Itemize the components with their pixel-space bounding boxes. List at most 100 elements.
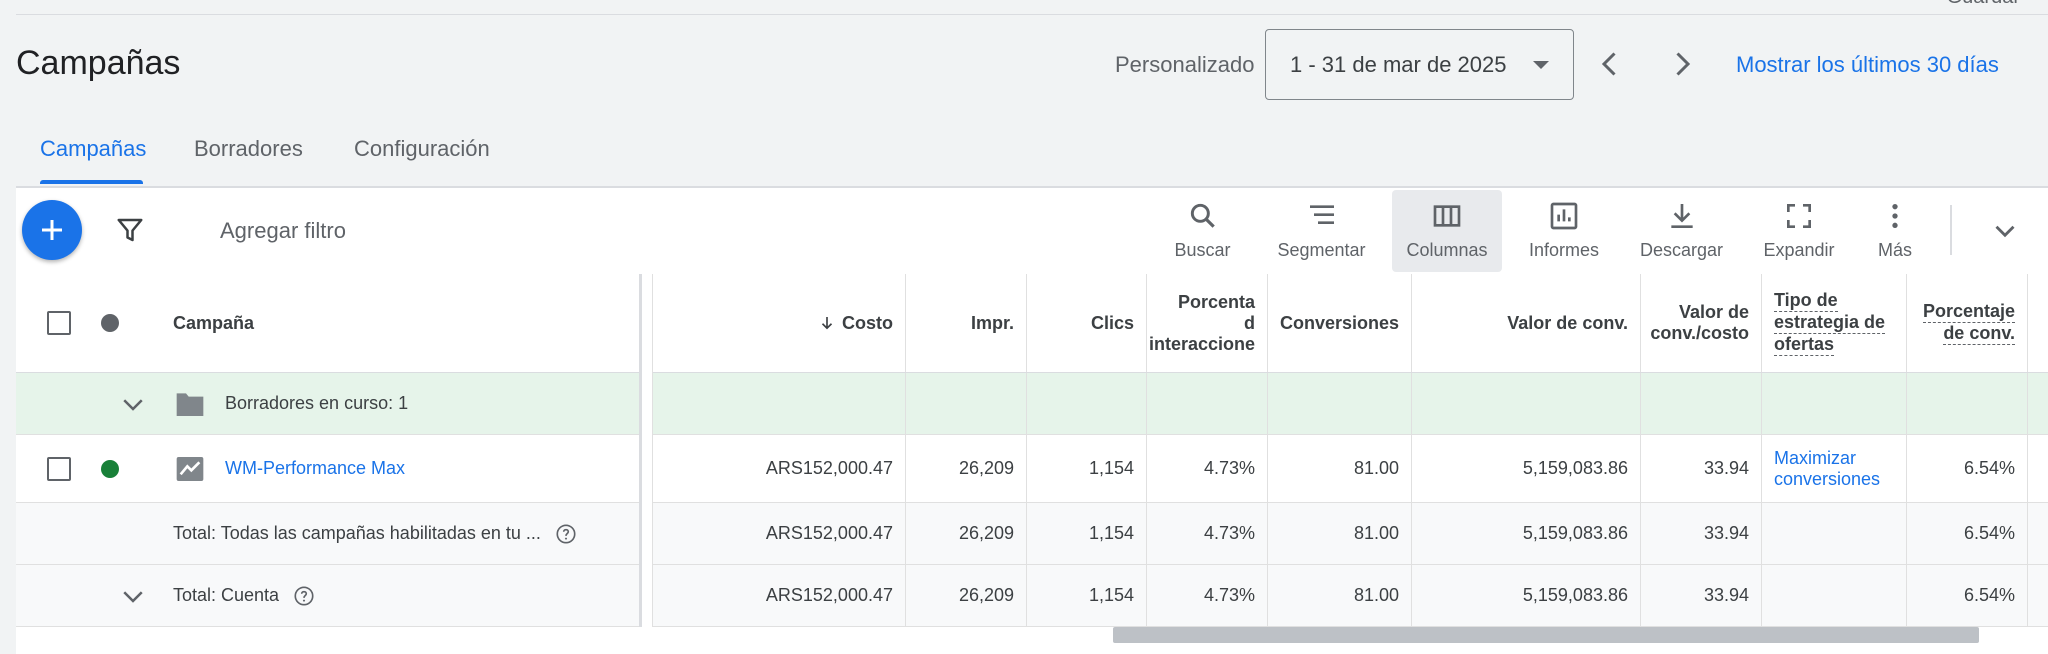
header-clicks[interactable]: Clics xyxy=(1027,274,1147,372)
filter-icon[interactable] xyxy=(115,215,145,245)
account-conv-rate-cell: 6.54% xyxy=(1907,565,2028,626)
arrow-down-icon xyxy=(821,317,833,330)
conv-value-cost-cell: 33.94 xyxy=(1641,435,1762,502)
help-icon[interactable] xyxy=(555,523,577,545)
top-divider xyxy=(16,14,2048,15)
next-period-icon[interactable] xyxy=(1664,46,1700,82)
conversions-cell: 81.00 xyxy=(1268,435,1412,502)
chevron-down-icon[interactable] xyxy=(118,581,148,611)
interaction-rate-cell: 4.73% xyxy=(1147,435,1268,502)
clicks-cell: 1,154 xyxy=(1027,435,1147,502)
total-enabled-label: Total: Todas las campañas habilitadas en… xyxy=(173,503,633,564)
add-filter-input[interactable]: Agregar filtro xyxy=(220,218,346,243)
active-tab-indicator xyxy=(40,180,143,184)
reports-button[interactable]: Informes xyxy=(1518,190,1610,272)
total-bid-strategy-cell xyxy=(1762,503,1907,564)
header-impressions[interactable]: Impr. xyxy=(906,274,1027,372)
download-icon xyxy=(1670,204,1693,228)
drafts-cell xyxy=(906,373,1027,434)
chevron-down-icon[interactable] xyxy=(1988,214,2022,248)
drafts-row: Borradores en curso: 1 xyxy=(16,373,2048,435)
performance-max-icon xyxy=(176,457,204,481)
account-interaction-rate-cell: 4.73% xyxy=(1147,565,1268,626)
tabs-divider xyxy=(16,186,2048,188)
bid-strategy-link[interactable]: Maximizar conversiones xyxy=(1762,435,1907,502)
total-impressions-cell: 26,209 xyxy=(906,503,1027,564)
impressions-cell: 26,209 xyxy=(906,435,1027,502)
header-conversions[interactable]: Conversiones xyxy=(1268,274,1412,372)
tab-drafts[interactable]: Borradores xyxy=(194,136,303,161)
segment-button[interactable]: Segmentar xyxy=(1268,190,1375,272)
date-range-type-label: Personalizado xyxy=(1115,52,1255,77)
help-icon[interactable] xyxy=(293,585,315,607)
total-clicks-cell: 1,154 xyxy=(1027,503,1147,564)
plus-icon xyxy=(42,220,62,240)
folder-icon xyxy=(176,393,204,416)
header-conv-rate[interactable]: Porcentaje de conv. xyxy=(1907,274,2028,372)
total-conv-rate-cell: 6.54% xyxy=(1907,503,2028,564)
conv-value-cell: 5,159,083.86 xyxy=(1412,435,1641,502)
header-interaction-rate[interactable]: Porcenta d interaccione xyxy=(1147,274,1268,372)
previous-period-icon[interactable] xyxy=(1592,46,1628,82)
total-enabled-row: Total: Todas las campañas habilitadas en… xyxy=(16,503,2048,565)
cost-cell: ARS152,000.47 xyxy=(653,435,906,502)
drafts-cell xyxy=(1412,373,1641,434)
total-conv-value-cell: 5,159,083.86 xyxy=(1412,503,1641,564)
partial-top-text: Guardar xyxy=(1947,0,2020,9)
show-last-30-days-link[interactable]: Mostrar los últimos 30 días xyxy=(1736,52,1999,77)
account-conversions-cell: 81.00 xyxy=(1268,565,1412,626)
reports-icon xyxy=(1550,202,1578,230)
table-header-row: Campaña Costo Impr. Clics Porcenta d inter… xyxy=(16,274,2048,373)
conv-rate-cell: 6.54% xyxy=(1907,435,2028,502)
total-cost-cell: ARS152,000.47 xyxy=(653,503,906,564)
reports-label: Informes xyxy=(1528,240,1600,260)
tab-campaigns[interactable]: Campañas xyxy=(40,136,147,161)
columns-icon xyxy=(1433,205,1461,227)
add-campaign-button[interactable] xyxy=(22,200,82,260)
drafts-cell xyxy=(653,373,906,434)
select-all-checkbox[interactable] xyxy=(47,311,71,335)
columns-label: Columnas xyxy=(1406,240,1488,260)
header-campaign[interactable]: Campaña xyxy=(173,312,255,333)
drafts-cell xyxy=(1268,373,1412,434)
search-icon xyxy=(1190,203,1215,228)
account-impressions-cell: 26,209 xyxy=(906,565,1027,626)
total-conv-value-cost-cell: 33.94 xyxy=(1641,503,1762,564)
date-range-picker[interactable]: 1 - 31 de mar de 2025 xyxy=(1265,29,1574,100)
header-bid-strategy[interactable]: Tipo de estrategia de ofertas xyxy=(1762,274,1907,372)
status-header-dot[interactable] xyxy=(101,314,119,332)
more-label: Más xyxy=(1877,240,1912,260)
drafts-cell xyxy=(1762,373,1907,434)
search-label: Buscar xyxy=(1174,240,1231,260)
total-conversions-cell: 81.00 xyxy=(1268,503,1412,564)
campaigns-table: Campaña Costo Impr. Clics Porcenta d inter… xyxy=(16,274,2048,627)
account-conv-value-cost-cell: 33.94 xyxy=(1641,565,1762,626)
expand-button[interactable]: Expandir xyxy=(1754,190,1844,272)
account-clicks-cell: 1,154 xyxy=(1027,565,1147,626)
frozen-column-divider[interactable] xyxy=(639,274,653,627)
download-button[interactable]: Descargar xyxy=(1630,190,1733,272)
header-conv-value-cost[interactable]: Valor de conv./costo xyxy=(1641,274,1762,372)
page-title: Campañas xyxy=(16,44,181,82)
columns-button[interactable]: Columnas xyxy=(1392,190,1502,272)
row-checkbox[interactable] xyxy=(47,457,71,481)
more-vert-icon xyxy=(1892,204,1898,228)
account-bid-strategy-cell xyxy=(1762,565,1907,626)
download-label: Descargar xyxy=(1639,240,1724,260)
total-account-label: Total: Cuenta xyxy=(173,565,633,626)
header-conv-value[interactable]: Valor de conv. xyxy=(1412,274,1641,372)
status-enabled-dot[interactable] xyxy=(101,460,119,478)
search-button[interactable]: Buscar xyxy=(1160,190,1245,272)
more-button[interactable]: Más xyxy=(1865,190,1925,272)
drafts-label: Borradores en curso: 1 xyxy=(225,393,409,413)
horizontal-scrollbar-thumb[interactable] xyxy=(1113,627,1979,643)
account-cost-cell: ARS152,000.47 xyxy=(653,565,906,626)
chevron-down-icon[interactable] xyxy=(118,389,148,419)
drafts-cell xyxy=(1027,373,1147,434)
toolbar-divider xyxy=(1950,205,1952,255)
tab-settings[interactable]: Configuración xyxy=(354,136,490,161)
header-cost[interactable]: Costo xyxy=(653,274,906,372)
drafts-cell xyxy=(1147,373,1268,434)
drafts-cell xyxy=(1641,373,1762,434)
campaign-name-link[interactable]: WM-Performance Max xyxy=(225,458,406,478)
